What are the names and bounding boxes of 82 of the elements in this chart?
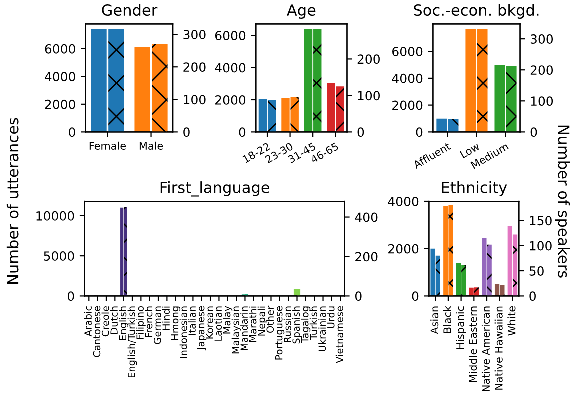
y-tick-label: 4000 — [215, 63, 246, 73]
x-tick-label: Hmong — [171, 306, 181, 340]
x-tick-label: French — [145, 306, 153, 338]
x-tick-label: German — [154, 306, 162, 344]
y2-tick-label: 0 — [530, 292, 536, 302]
x-tick-label: Filipino — [136, 306, 146, 339]
chart-title: Age — [287, 4, 316, 20]
y-tick-label: 5000 — [44, 252, 74, 262]
y-tick-label: 6000 — [45, 44, 76, 54]
x-tick-label: English — [119, 306, 129, 340]
y2-tick-label: 0 — [530, 128, 538, 138]
x-tick-label: Dutch — [110, 306, 118, 334]
y2-tick-label: 200 — [530, 66, 554, 76]
y2-tick-label: 100 — [184, 95, 206, 105]
y-tick-label: 6000 — [392, 47, 423, 57]
y-tick-label: 2000 — [45, 100, 76, 110]
y2-tick-label: 200 — [356, 252, 378, 262]
chart-title: First_language — [160, 182, 270, 197]
y2-tick-label: 300 — [530, 34, 554, 44]
y2-tick-label: 200 — [358, 54, 380, 64]
chart-title: Soc.-econ. bkgd. — [414, 4, 539, 20]
x-tick-label: Malay — [223, 306, 233, 334]
x-tick-label: Female — [90, 142, 126, 150]
x-tick-label: Marathi — [249, 306, 257, 342]
x-tick-label: Middle Eastern — [469, 306, 478, 382]
y2-tick-label: 100 — [358, 91, 380, 101]
y2-axis-title: Number of speakers — [555, 126, 570, 278]
x-tick-label: White — [508, 306, 516, 336]
y-tick-label: 2000 — [388, 244, 419, 254]
chart-title: Gender — [102, 4, 158, 16]
y-tick-label: 0 — [239, 128, 246, 138]
x-tick-label: Arabic — [84, 306, 92, 337]
x-tick-label: Hindi — [162, 306, 170, 330]
x-tick-label: Nepali — [258, 306, 268, 336]
x-tick-label: Mandarin — [240, 306, 248, 350]
y2-tick-label: 200 — [184, 62, 206, 72]
x-tick-label: Black — [443, 306, 452, 334]
x-tick-label: Vietnamese — [336, 306, 344, 364]
x-tick-label: Tagalog — [301, 306, 311, 344]
y2-tick-label: 0 — [355, 292, 362, 302]
x-tick-label: Male — [140, 142, 164, 150]
y2-tick-label: 150 — [530, 216, 552, 226]
y2-tick-label: 0 — [358, 128, 364, 138]
x-tick-label: Indonesian — [180, 306, 188, 358]
x-tick-label: Russian — [284, 306, 292, 342]
y-tick-label: 0 — [68, 292, 74, 302]
x-tick-label: Spanish — [292, 306, 302, 344]
y2-tick-label: 100 — [530, 241, 552, 251]
chart-title: Ethnicity — [442, 182, 508, 196]
y2-tick-label: 100 — [531, 96, 554, 106]
y-tick-label: 10000 — [36, 211, 74, 221]
y-tick-label: 0 — [416, 128, 423, 138]
x-tick-label: Other — [266, 306, 274, 333]
x-tick-label: English/Turkish — [128, 306, 138, 378]
x-tick-label: Cantonese — [93, 306, 101, 358]
x-tick-label: Creole — [102, 306, 110, 337]
x-tick-label: Portuguese — [276, 306, 285, 360]
y-axis-title: Number of utterances — [6, 118, 19, 284]
y2-tick-label: 0 — [184, 128, 190, 138]
x-tick-label: Hispanic — [456, 306, 466, 350]
x-tick-label: Native Hawaiian — [494, 306, 503, 390]
y-tick-label: 4000 — [45, 72, 76, 82]
y-tick-label: 2000 — [392, 100, 423, 110]
y2-tick-label: 400 — [355, 212, 378, 222]
x-tick-label: Asian — [430, 306, 439, 334]
x-tick-label: Korean — [206, 306, 214, 339]
y-tick-label: 0 — [69, 128, 76, 138]
y2-tick-label: 50 — [530, 266, 544, 276]
y2-tick-label: 300 — [184, 30, 206, 40]
x-tick-label: Laotian — [214, 306, 222, 341]
x-tick-label: Native American — [482, 306, 490, 392]
y-tick-label: 0 — [412, 292, 419, 302]
x-tick-label: Urdu — [327, 306, 335, 328]
x-tick-label: Turkish — [310, 306, 318, 340]
x-tick-label: Malaysian — [232, 306, 242, 354]
y-tick-label: 4000 — [392, 74, 423, 84]
y-tick-label: 6000 — [215, 31, 246, 41]
y-tick-label: 4000 — [388, 196, 419, 206]
x-tick-label: Japanese — [197, 306, 207, 351]
x-tick-label: Ukrainian — [318, 306, 326, 352]
x-tick-label: Italian — [188, 306, 196, 336]
y-tick-label: 2000 — [216, 95, 246, 105]
